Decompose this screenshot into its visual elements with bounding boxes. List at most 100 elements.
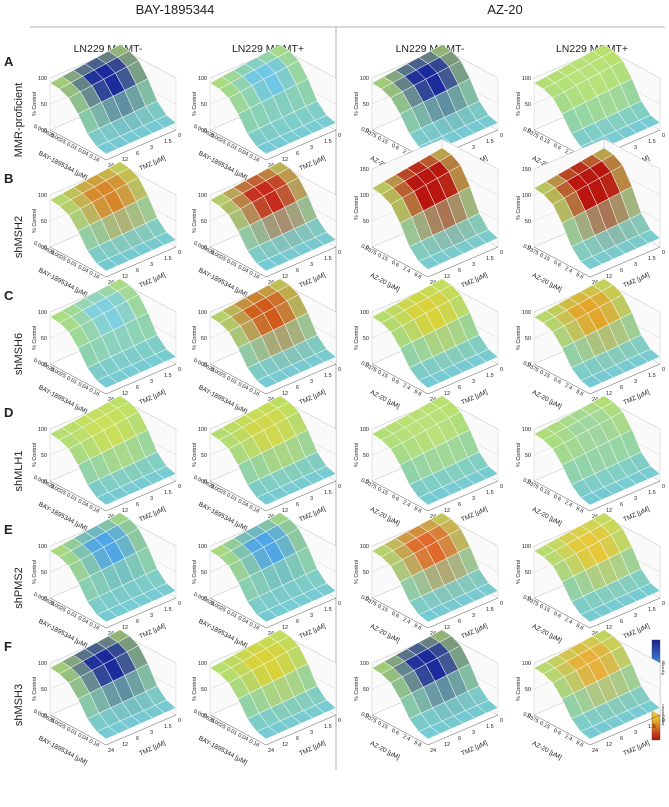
x-tick-label: 0.15: [538, 135, 550, 145]
z-axis-label: % Control: [354, 92, 360, 116]
surface-patch: [580, 255, 603, 270]
x-axis-label: AZ-20 [µM]: [369, 623, 401, 644]
surface-patch: [418, 726, 441, 740]
z-tick-label: 50: [525, 102, 531, 108]
x-tick-label: 0.15: [376, 252, 388, 262]
legend-label: Antagonism: [660, 704, 665, 726]
y-tick-label: 12: [606, 742, 612, 748]
x-tick-label: 9.6: [575, 506, 585, 515]
z-tick-label: 100: [522, 310, 531, 316]
z-tick-label: 0: [204, 713, 207, 719]
z-axis-label: % Control: [32, 443, 38, 467]
surface-patch: [96, 609, 119, 623]
x-tick-label: 2.4: [402, 266, 412, 275]
surface-patch: [418, 609, 441, 623]
x-axis-label: AZ-20 [µM]: [369, 506, 401, 527]
y-tick-label: 1.5: [324, 256, 332, 262]
y-tick-label: 0: [338, 250, 341, 256]
x-tick-label: 0.6: [552, 611, 562, 620]
x-axis-label: AZ-20 [µM]: [369, 389, 401, 410]
z-tick-label: 50: [201, 687, 207, 693]
group-title: BAY-1895344: [136, 2, 215, 17]
y-tick-label: 3: [150, 262, 153, 268]
y-tick-label: 0: [178, 133, 181, 139]
z-axis-label: % Control: [32, 209, 38, 233]
y-tick-label: 24: [268, 748, 274, 754]
x-tick-label: 9.6: [413, 623, 423, 632]
y-axis-label: TMZ [µM]: [138, 740, 167, 758]
z-tick-label: 0: [528, 479, 531, 485]
z-tick-label: 50: [41, 336, 47, 342]
base-axis: [533, 246, 661, 278]
z-tick-label: 50: [363, 336, 369, 342]
x-tick-label: 0.01: [226, 258, 238, 268]
x-tick-label: 0.15: [538, 720, 550, 730]
y-tick-label: 12: [282, 625, 288, 631]
z-tick-label: 100: [522, 193, 531, 199]
z-tick-label: 50: [41, 219, 47, 225]
y-tick-label: 3: [310, 379, 313, 385]
y-tick-label: 0: [500, 718, 503, 724]
z-tick-label: 0: [528, 596, 531, 602]
x-tick-label: 0.01: [226, 609, 238, 619]
y-tick-label: 6: [458, 736, 461, 742]
y-tick-label: 1.5: [164, 256, 172, 262]
y-tick-label: 3: [150, 730, 153, 736]
y-tick-label: 24: [592, 748, 598, 754]
y-tick-label: 3: [634, 496, 637, 502]
y-tick-label: 0: [662, 601, 665, 607]
y-tick-label: 3: [472, 145, 475, 151]
x-tick-label: 2.4: [564, 617, 574, 626]
x-tick-label: 2.4: [564, 734, 574, 743]
y-tick-label: 0: [662, 250, 665, 256]
z-axis-label: % Control: [192, 443, 198, 467]
y-axis-label: TMZ [µM]: [460, 272, 489, 290]
surface-patch: [580, 375, 603, 389]
row-label: MMR-proficient: [13, 83, 25, 158]
x-tick-label: 2.4: [402, 149, 412, 158]
base-axis: [371, 714, 499, 746]
y-tick-label: 12: [122, 391, 128, 397]
y-tick-label: 3: [472, 730, 475, 736]
y-tick-label: 3: [472, 496, 475, 502]
y-axis-label: TMZ [µM]: [298, 623, 327, 641]
x-tick-label: 0.15: [538, 369, 550, 379]
y-tick-label: 1.5: [648, 139, 656, 145]
x-tick-label: 0.15: [376, 603, 388, 613]
z-axis-label: % Control: [192, 92, 198, 116]
x-tick-label: 0.0025: [49, 367, 67, 380]
z-tick-label: 0: [44, 245, 47, 251]
panel-letter: B: [4, 171, 13, 186]
x-tick-label: 0.16: [248, 504, 260, 514]
y-tick-label: 24: [108, 514, 114, 520]
y-tick-label: 24: [108, 748, 114, 754]
y-tick-label: 24: [108, 631, 114, 637]
x-tick-label: 0.6: [390, 143, 400, 152]
y-tick-label: 3: [472, 379, 475, 385]
x-tick-label: 2.4: [564, 149, 574, 158]
base-axis: [209, 714, 337, 746]
y-tick-label: 3: [150, 613, 153, 619]
z-tick-label: 0: [44, 128, 47, 134]
base-axis: [49, 246, 177, 278]
z-tick-label: 0: [204, 128, 207, 134]
row-label: shMSH6: [13, 333, 25, 375]
y-tick-label: 1.5: [324, 724, 332, 730]
y-tick-label: 0: [662, 367, 665, 373]
y-tick-label: 1.5: [164, 607, 172, 613]
z-axis-label: % Control: [192, 560, 198, 584]
z-axis-label: % Control: [516, 677, 522, 701]
grid-line: [371, 138, 499, 170]
y-axis-label: TMZ [µM]: [298, 389, 327, 407]
y-axis-label: TMZ [µM]: [460, 506, 489, 524]
x-tick-label: 0.16: [248, 270, 260, 280]
surface-patch: [580, 609, 603, 623]
y-tick-label: 24: [430, 397, 436, 403]
x-axis-label: AZ-20 [µM]: [531, 272, 563, 293]
y-tick-label: 24: [108, 397, 114, 403]
x-tick-label: 0.6: [552, 494, 562, 503]
y-tick-label: 12: [606, 625, 612, 631]
z-tick-label: 50: [201, 102, 207, 108]
x-tick-label: 0.15: [538, 603, 550, 613]
